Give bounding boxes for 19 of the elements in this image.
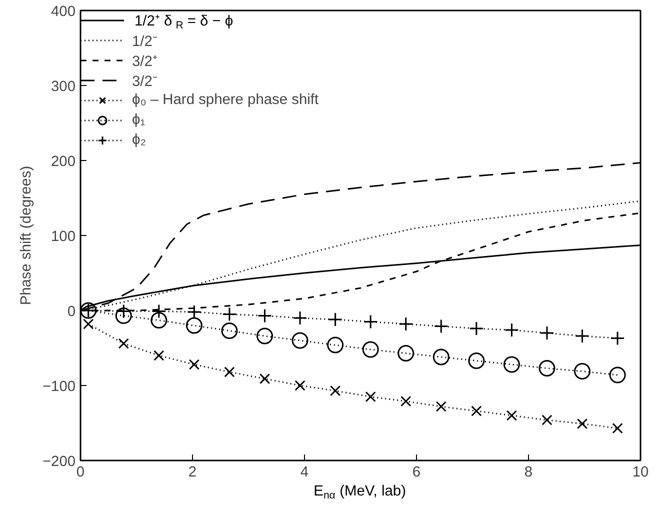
legend-label: 3/2⁻ (132, 73, 158, 90)
x-tick-label: 6 (412, 464, 421, 480)
y-axis-title: Phase shift (degrees) (18, 166, 34, 306)
x-tick-label: 2 (188, 464, 197, 480)
legend-label: 1/2⁻ (132, 33, 158, 50)
y-tick-label: 300 (51, 79, 76, 95)
y-tick-label: 400 (51, 4, 76, 20)
x-tick-label: 8 (524, 464, 533, 480)
legend-label: 3/2⁺ (132, 53, 158, 70)
legend-label: ϕ₁ (132, 111, 146, 130)
y-tick-label: 0 (67, 304, 76, 320)
legend-label: ϕ₀ – Hard sphere phase shift (132, 91, 319, 110)
y-tick-label: −100 (42, 379, 76, 395)
y-tick-label: 100 (51, 229, 76, 245)
y-tick-label: −200 (42, 454, 76, 470)
x-tick-label: 4 (300, 464, 309, 480)
legend-label: ϕ₂ (132, 131, 147, 150)
x-tick-label: 10 (632, 464, 649, 480)
y-tick-label: 200 (51, 154, 76, 170)
